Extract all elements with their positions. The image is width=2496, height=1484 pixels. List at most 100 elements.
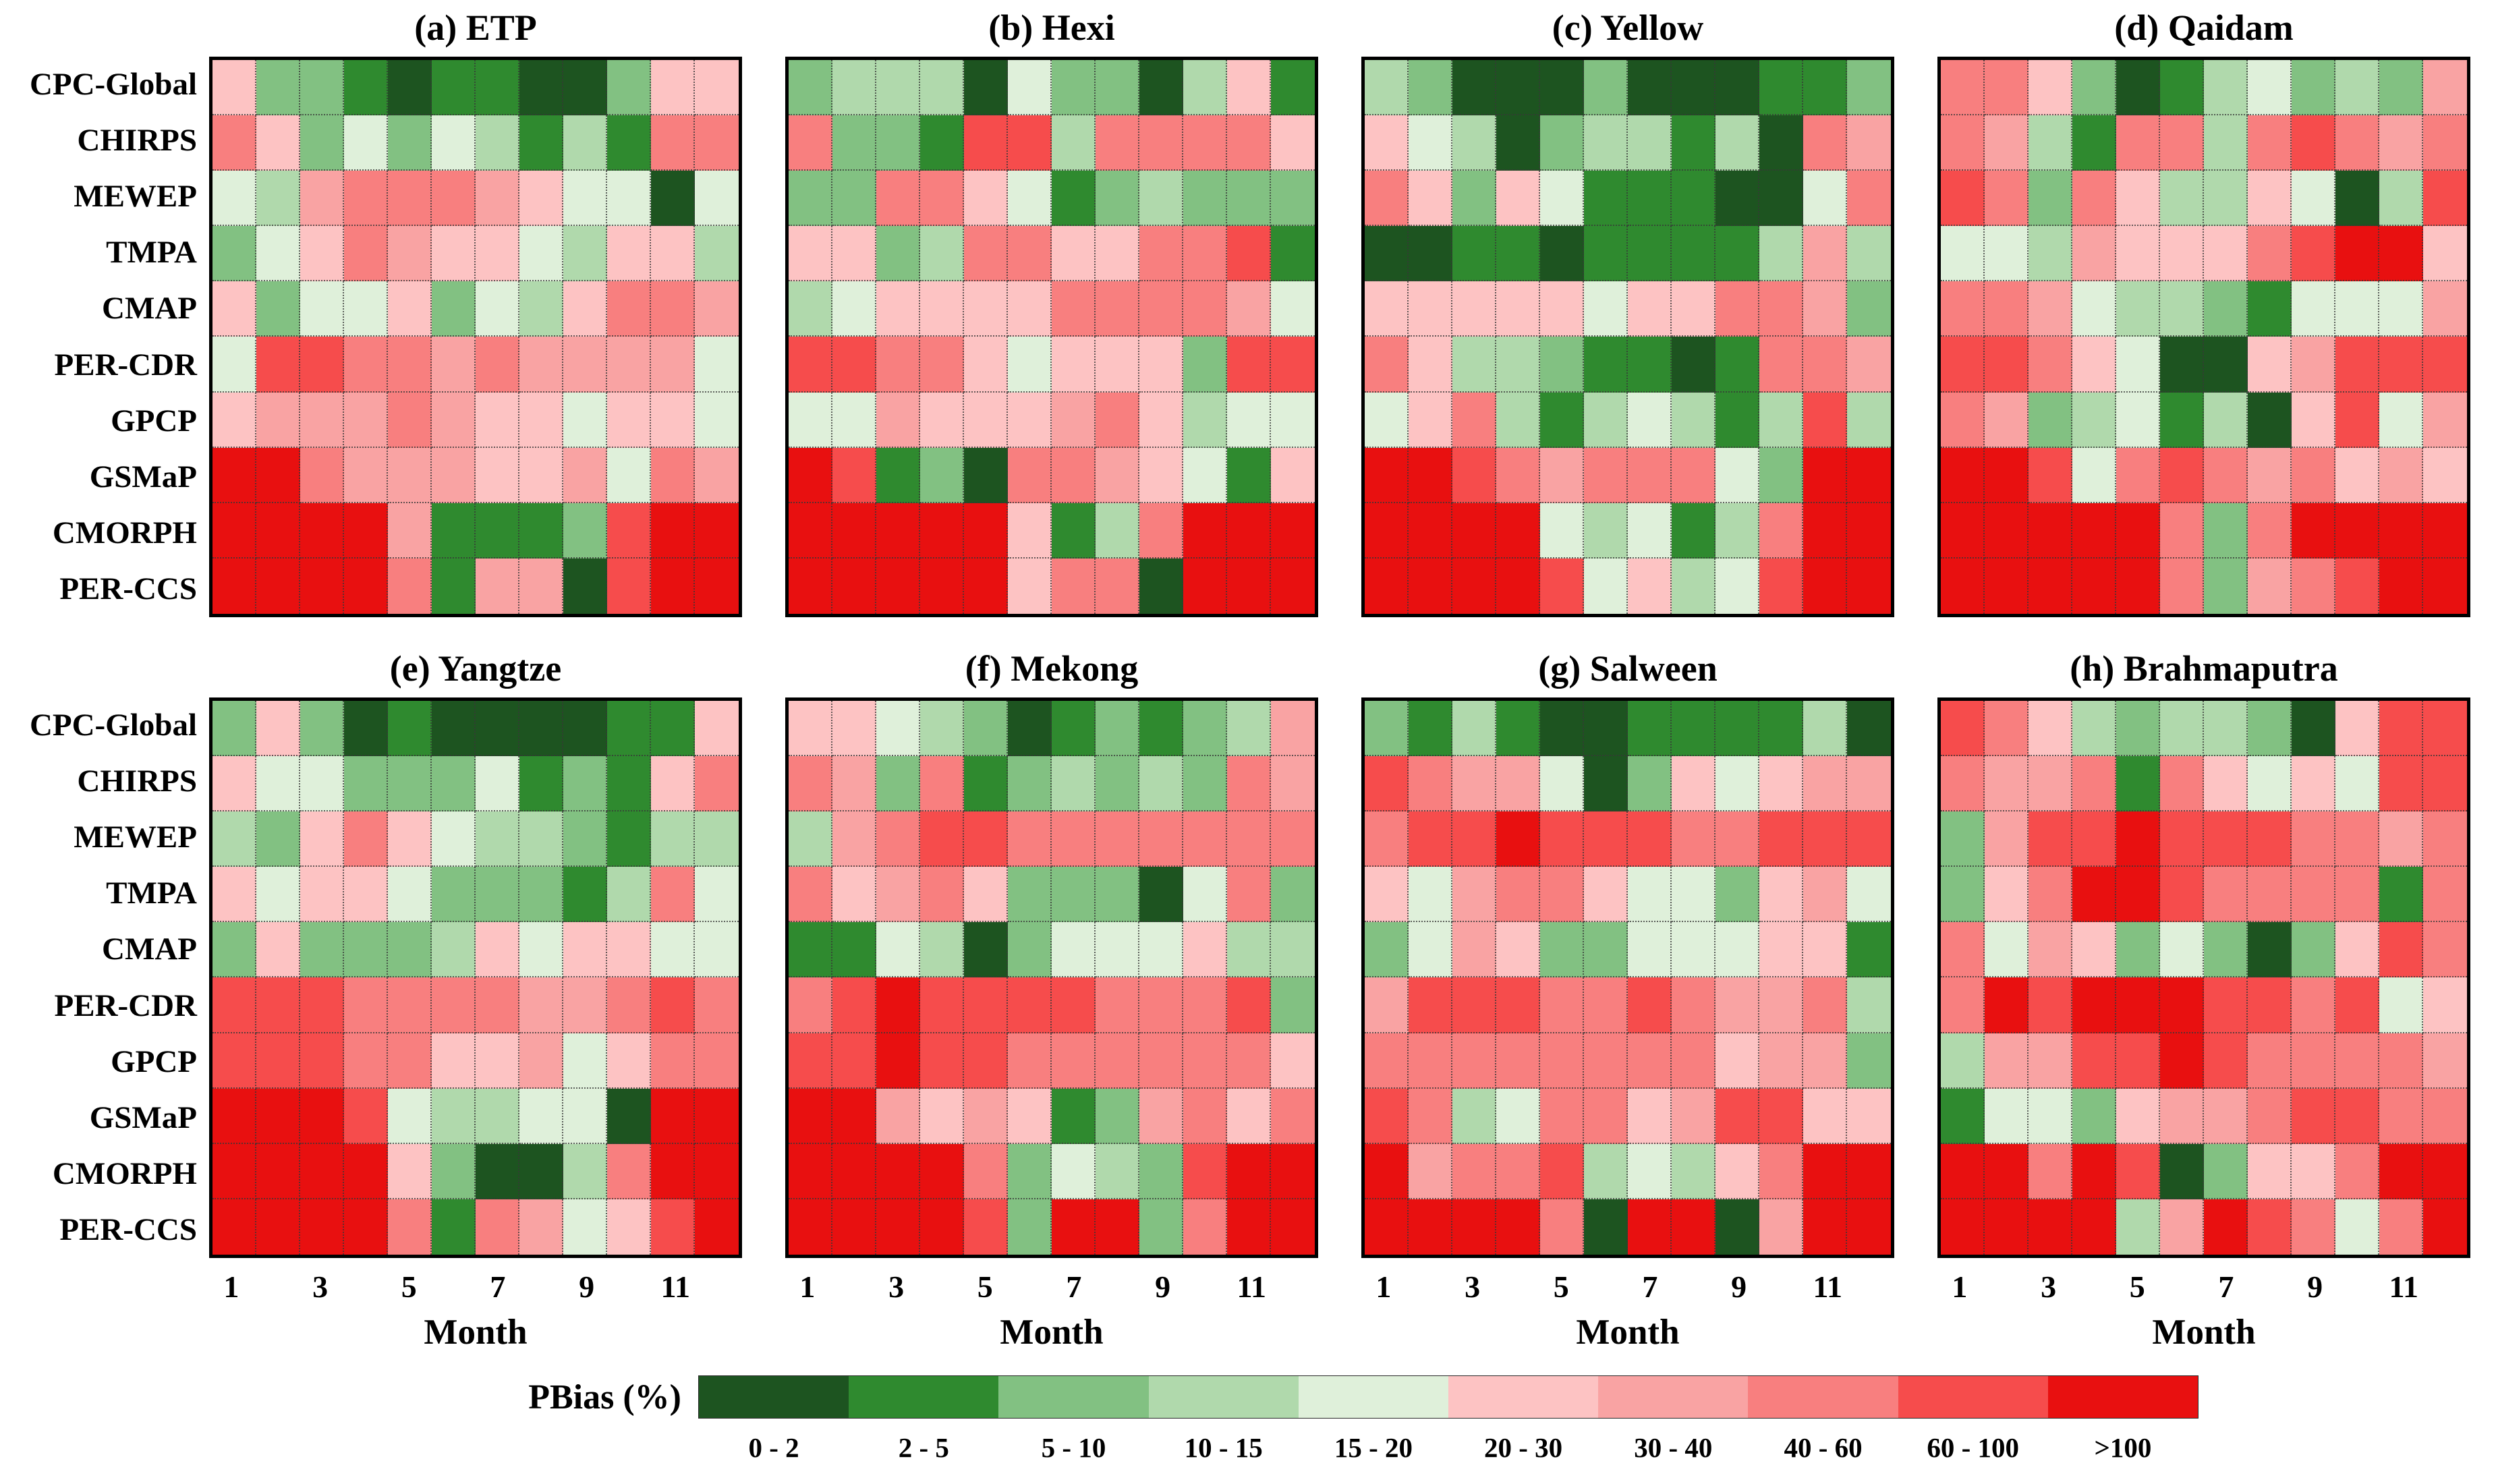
heatmap-cell [300, 392, 344, 448]
heatmap-cell [1672, 115, 1715, 171]
heatmap-cell [920, 281, 964, 337]
heatmap-cell [2029, 226, 2072, 282]
x-tick-label: 3 [312, 1269, 329, 1304]
heatmap-cell [1540, 756, 1584, 812]
heatmap-cell [344, 392, 388, 448]
heatmap-cell [1584, 867, 1628, 923]
heatmap-cell [388, 171, 432, 227]
heatmap-cell [607, 281, 651, 337]
heatmap-cell [1139, 867, 1183, 923]
heatmap-cell [1409, 558, 1452, 614]
heatmap-cell [1672, 503, 1715, 559]
heatmap-cell [212, 281, 256, 337]
row-label-cmap: CMAP [102, 291, 197, 326]
heatmap-cell [695, 1199, 739, 1255]
heatmap-cell [1715, 558, 1759, 614]
heatmap-cell [344, 171, 388, 227]
heatmap-cell [1803, 1143, 1847, 1199]
heatmap-cell [300, 922, 344, 978]
heatmap-cell [789, 171, 832, 227]
heatmap-cell [2379, 867, 2423, 923]
heatmap-cell [1985, 337, 2029, 393]
heatmap-cell [1052, 1143, 1096, 1199]
heatmap-cell [1672, 447, 1715, 503]
x-axis-label: Month [424, 1313, 528, 1352]
heatmap-cell [1008, 60, 1052, 116]
heatmap-cell [300, 1143, 344, 1199]
heatmap-cell [1008, 1033, 1052, 1089]
heatmap-cell [1183, 281, 1227, 337]
heatmap-cell [1628, 447, 1672, 503]
heatmap-cell [2335, 558, 2379, 614]
heatmap-cell [519, 756, 563, 812]
heatmap-cell [2029, 447, 2072, 503]
heatmap-cell [695, 1088, 739, 1144]
heatmap-cell [300, 558, 344, 614]
heatmap-cell [563, 558, 607, 614]
heatmap-cell [1452, 226, 1496, 282]
heatmap-cell [563, 392, 607, 448]
heatmap-cell [344, 503, 388, 559]
heatmap-cell [2335, 447, 2379, 503]
heatmap-cell [1584, 392, 1628, 448]
heatmap-cell [432, 337, 476, 393]
heatmap-cell [1409, 171, 1452, 227]
legend-color-swatch [1598, 1376, 1749, 1418]
heatmap-cell [1540, 811, 1584, 867]
heatmap-cell [1139, 171, 1183, 227]
heatmap-cell [920, 503, 964, 559]
legend-color-swatch [1748, 1376, 1898, 1418]
row-label-per-ccs: PER-CCS [59, 571, 197, 606]
heatmap-cell [432, 756, 476, 812]
heatmap-cell [1803, 171, 1847, 227]
x-axis-label: Month [1000, 1313, 1104, 1352]
heatmap-cell [1271, 558, 1315, 614]
heatmap-cell [2335, 281, 2379, 337]
heatmap-cell [476, 558, 519, 614]
heatmap-cell [563, 115, 607, 171]
heatmap-cell [1052, 226, 1096, 282]
heatmap-cell [789, 558, 832, 614]
heatmap-cell [789, 392, 832, 448]
heatmap-cell [1409, 756, 1452, 812]
heatmap-cell [1227, 392, 1271, 448]
heatmap-cell [1409, 503, 1452, 559]
x-tick-label: 3 [1465, 1269, 1481, 1304]
heatmap-cell [2204, 701, 2248, 757]
heatmap-cell [2292, 1033, 2335, 1089]
heatmap-cell [1409, 1088, 1452, 1144]
heatmap-cell [2029, 60, 2072, 116]
heatmap-cell [1496, 701, 1540, 757]
heatmap-cell [832, 558, 876, 614]
heatmap-cell [695, 867, 739, 923]
heatmap-cell [2248, 503, 2292, 559]
heatmap-cell [256, 392, 300, 448]
row-label-cmorph: CMORPH [52, 515, 197, 550]
heatmap-cell [1227, 701, 1271, 757]
heatmap-cell [1496, 392, 1540, 448]
heatmap-cell [2204, 226, 2248, 282]
heatmap-cell [789, 977, 832, 1033]
heatmap-cell [1052, 447, 1096, 503]
heatmap-cell [256, 1143, 300, 1199]
heatmap-cell [2072, 392, 2116, 448]
heatmap-cell [1759, 115, 1803, 171]
heatmap-cell [2335, 1088, 2379, 1144]
heatmap-cell [1096, 1199, 1139, 1255]
heatmap-cell [876, 558, 920, 614]
heatmap-cell [1715, 503, 1759, 559]
heatmap-cell [1847, 392, 1891, 448]
heatmap-cell [607, 1143, 651, 1199]
heatmap-cell [256, 867, 300, 923]
heatmap-cell [1227, 558, 1271, 614]
heatmap-cell [1227, 1088, 1271, 1144]
heatmap-cell [1409, 115, 1452, 171]
heatmap-cell [2423, 60, 2467, 116]
heatmap-cell [651, 115, 695, 171]
heatmap-cell [519, 171, 563, 227]
heatmap-cell [212, 558, 256, 614]
heatmap-cell [832, 701, 876, 757]
heatmap-cell [2204, 867, 2248, 923]
heatmap-cell [1628, 171, 1672, 227]
heatmap-cell [1365, 756, 1409, 812]
